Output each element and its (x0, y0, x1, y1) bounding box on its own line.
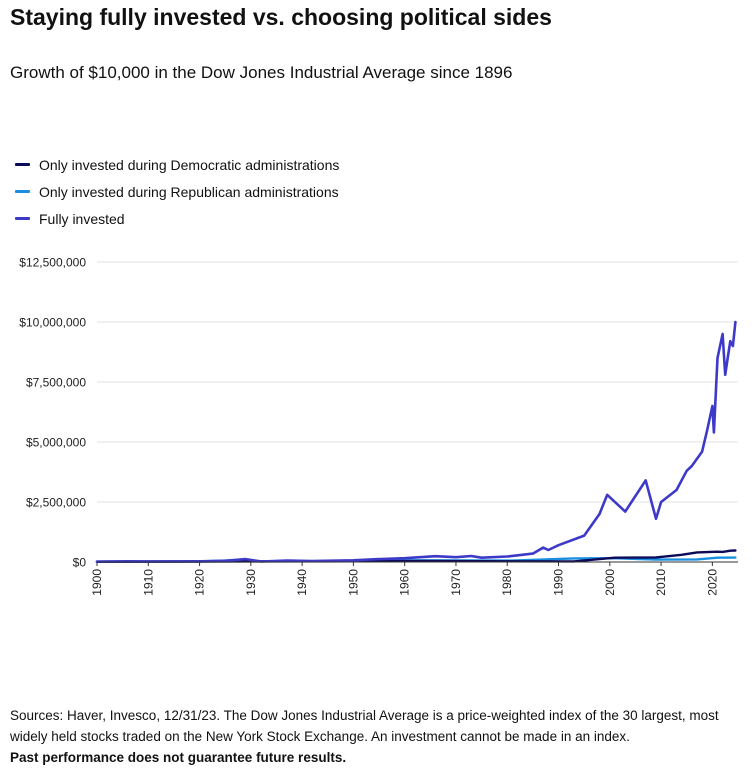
x-tick-label: 1930 (244, 569, 258, 596)
legend-swatch-fully-invested (15, 217, 30, 220)
x-tick-label: 1990 (552, 569, 566, 596)
chart-subtitle: Growth of $10,000 in the Dow Jones Indus… (10, 63, 513, 82)
y-tick-label: $10,000,000 (19, 316, 86, 330)
chart-title: Staying fully invested vs. choosing poli… (10, 4, 552, 30)
y-tick-label: $0 (73, 556, 87, 570)
y-tick-label: $12,500,000 (19, 256, 86, 270)
line-chart: $0 $2,500,000 $5,000,000 $7,500,000 $10,000,… (19, 256, 738, 596)
x-tick-label: 1910 (141, 569, 155, 596)
x-tick-label: 1920 (193, 569, 207, 596)
legend-label-republican: Only invested during Republican administ… (39, 183, 339, 200)
legend-item-fully-invested: Fully invested (15, 205, 339, 232)
footer: Sources: Haver, Invesco, 12/31/23. The D… (10, 705, 745, 768)
legend-item-republican: Only invested during Republican administ… (15, 178, 339, 205)
x-tick-label: 2010 (654, 569, 668, 596)
sources-note: Sources: Haver, Invesco, 12/31/23. The D… (10, 708, 719, 744)
legend-item-democratic: Only invested during Democratic administ… (15, 151, 339, 178)
disclaimer: Past performance does not guarantee futu… (10, 750, 347, 765)
x-tick-label: 1950 (346, 569, 360, 596)
x-tick-label: 1940 (295, 569, 309, 596)
y-tick-label: $2,500,000 (26, 496, 86, 510)
y-tick-label: $5,000,000 (26, 436, 86, 450)
legend-swatch-democratic (15, 163, 30, 166)
legend: Only invested during Democratic administ… (15, 151, 339, 232)
x-tick-label: 1970 (449, 569, 463, 596)
legend-label-fully-invested: Fully invested (39, 210, 125, 227)
x-tick-label: 1960 (398, 569, 412, 596)
legend-swatch-republican (15, 190, 30, 193)
x-tick-label: 2000 (603, 569, 617, 596)
y-tick-label: $7,500,000 (26, 376, 86, 390)
x-tick-label: 1980 (500, 569, 514, 596)
x-tick-label: 2020 (705, 569, 719, 596)
x-tick-label: 1900 (90, 569, 104, 596)
legend-label-democratic: Only invested during Democratic administ… (39, 156, 340, 173)
series-line-fully-invested (95, 320, 737, 563)
